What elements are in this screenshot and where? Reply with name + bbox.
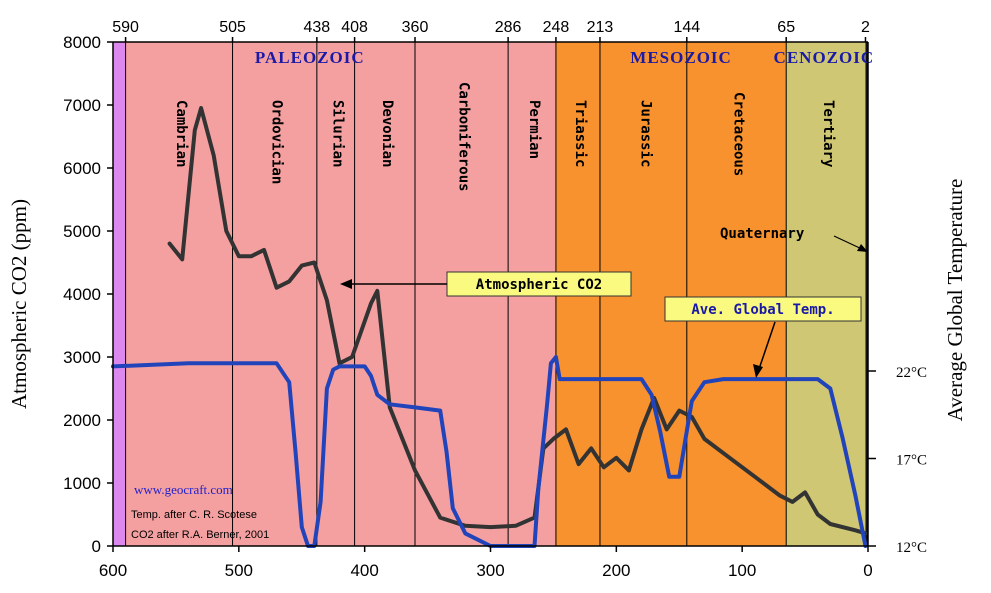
temp-tick-label: 17°C: [896, 453, 927, 469]
band-tertiary: [786, 42, 866, 546]
top-tick-label: 248: [543, 19, 570, 36]
period-label-carboniferous: Carboniferous: [456, 82, 472, 192]
series-atmospheric-co2: [167, 106, 868, 536]
co2-callout-label: Atmospheric CO2: [476, 277, 602, 293]
y-tick-label: 2000: [63, 411, 101, 430]
period-label-triassic: Triassic: [572, 100, 588, 167]
co2-arrowhead: [340, 279, 352, 289]
era-label-mesozoic: MESOZOIC: [630, 48, 732, 67]
period-label-devonian: Devonian: [379, 100, 395, 167]
period-label-ordovician: Ordovician: [269, 100, 285, 184]
co2-callout-box: [446, 271, 632, 297]
x-tick-label: 500: [225, 561, 253, 580]
quaternary-label: Quaternary: [720, 226, 805, 242]
credit-co2-source: CO2 after R.A. Berner, 2001: [131, 529, 269, 541]
top-tick-label: 505: [219, 19, 246, 36]
credit-website: www.geocraft.com: [134, 482, 233, 497]
period-label-tertiary: Tertiary: [820, 100, 836, 168]
y-tick-label: 3000: [63, 348, 101, 367]
y-tick-label: 4000: [63, 285, 101, 304]
y-tick-label: 1000: [63, 474, 101, 493]
band-cambrian: [125, 42, 233, 546]
period-label-cambrian: Cambrian: [173, 100, 189, 167]
period-label-silurian: Silurian: [330, 100, 346, 167]
top-tick-label: 438: [303, 19, 330, 36]
top-tick-label: 360: [402, 19, 429, 36]
band-devonian: [354, 42, 415, 546]
credit-temp-source: Temp. after C. R. Scotese: [131, 509, 257, 521]
temp-tick-label: 22°C: [896, 365, 927, 381]
y-tick-label: 7000: [63, 96, 101, 115]
top-tick-label: 286: [495, 19, 522, 36]
top-tick-label: 144: [673, 19, 700, 36]
y-tick-label: 5000: [63, 222, 101, 241]
top-tick-label: 590: [112, 19, 139, 36]
era-label-cenozoic: CENOZOIC: [774, 48, 875, 67]
period-label-cretaceous: Cretaceous: [731, 92, 747, 176]
y-tick-label: 0: [92, 537, 101, 556]
top-tick-label: 213: [587, 19, 614, 36]
x-tick-label: 300: [476, 561, 504, 580]
top-tick-label: 2: [861, 19, 870, 36]
band-ordovician: [232, 42, 317, 546]
temp-callout-label: Ave. Global Temp.: [691, 302, 834, 318]
temp-callout-arrow: [757, 321, 776, 373]
x-tick-label: 600: [99, 561, 127, 580]
quaternary-arrowhead: [857, 244, 868, 252]
period-label-permian: Permian: [526, 100, 542, 159]
temp-arrowhead: [753, 364, 763, 378]
x-tick-label: 0: [863, 561, 872, 580]
y-axis-title: Atmospheric CO2 (ppm): [7, 199, 31, 409]
era-label-paleozoic: PALEOZOIC: [255, 48, 365, 67]
period-label-jurassic: Jurassic: [637, 100, 653, 167]
top-tick-label: 65: [777, 19, 795, 36]
x-tick-label: 200: [602, 561, 630, 580]
right-axis-title: Average Global Temperature: [943, 179, 967, 422]
top-tick-label: 408: [341, 19, 368, 36]
y-tick-label: 8000: [63, 33, 101, 52]
y-tick-label: 6000: [63, 159, 101, 178]
temp-callout-box: [664, 296, 862, 322]
temp-tick-label: 12°C: [896, 540, 927, 556]
x-tick-label: 100: [728, 561, 756, 580]
quaternary-band: [865, 42, 868, 546]
precambrian-band: [113, 42, 126, 546]
x-tick-label: 400: [350, 561, 378, 580]
